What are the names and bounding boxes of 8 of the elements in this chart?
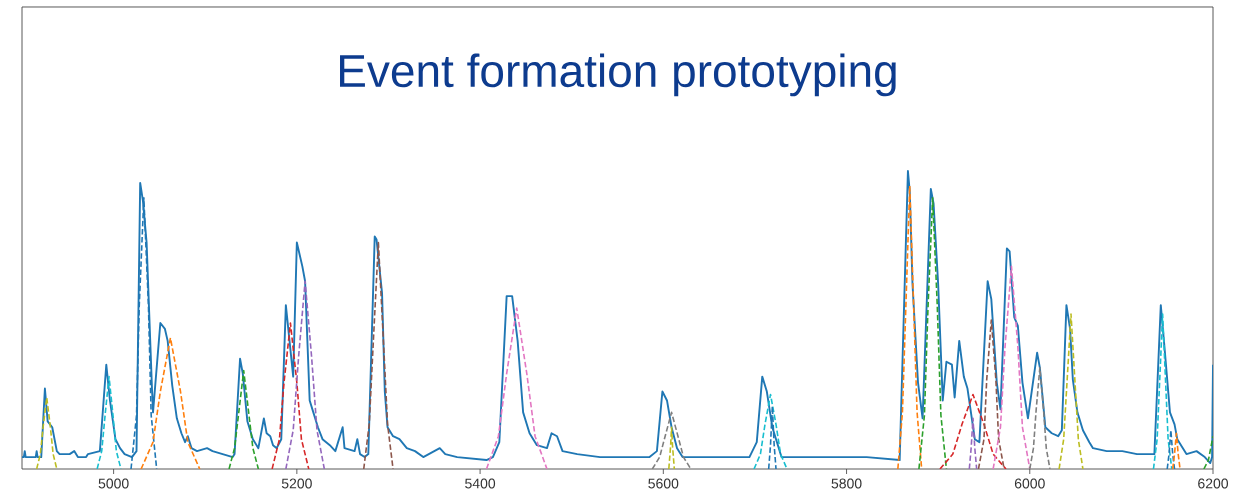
x-tick-label: 5600 (648, 478, 679, 489)
chart-title: Event formation prototyping (340, 53, 896, 97)
x-tick-label: 6000 (1014, 478, 1045, 489)
x-tick-label: 5200 (281, 478, 312, 489)
x-tick-label: 5800 (831, 478, 862, 489)
x-tick-label: 5000 (98, 478, 129, 489)
x-tick-label: 6200 (1198, 478, 1229, 489)
x-tick-label: 5400 (465, 478, 496, 489)
